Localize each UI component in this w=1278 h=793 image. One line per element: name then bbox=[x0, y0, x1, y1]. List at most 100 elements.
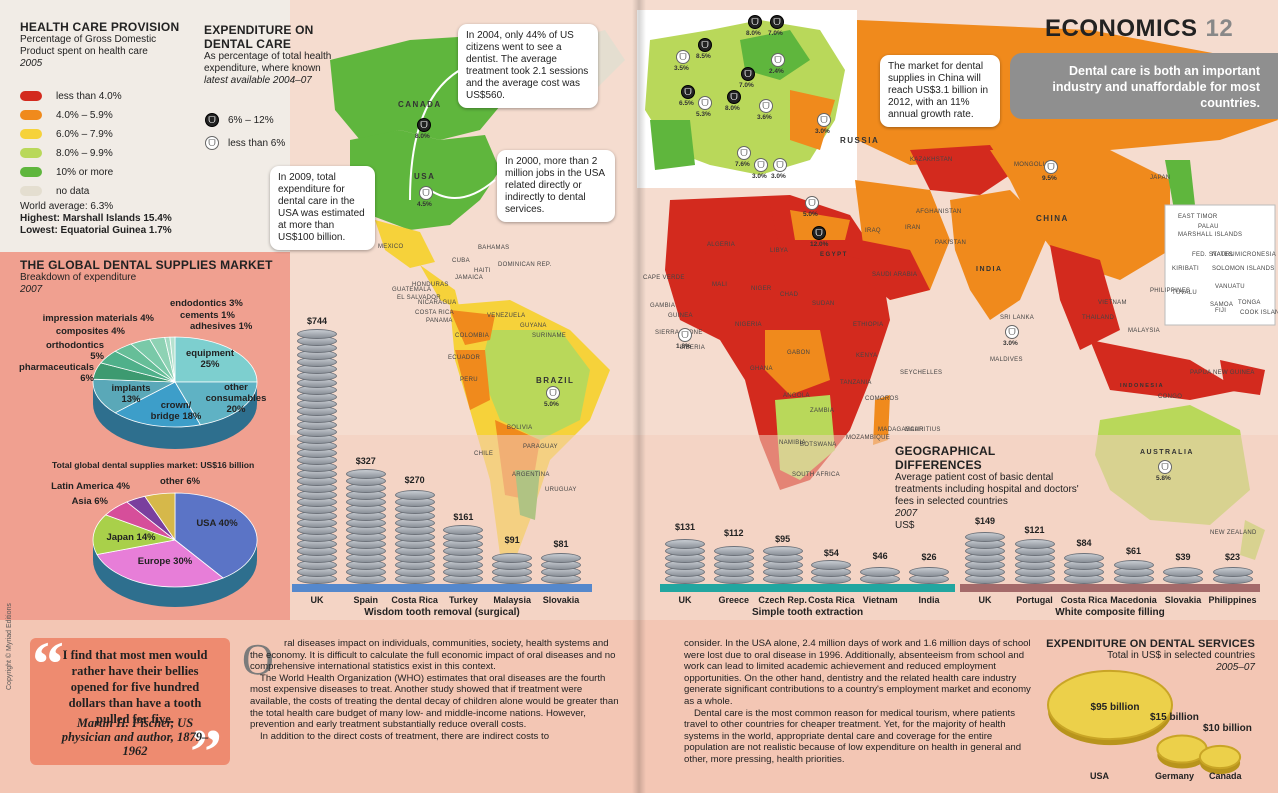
map-country-label: EL SALVADOR bbox=[397, 295, 441, 301]
map-country-label: BOTSWANA bbox=[800, 442, 837, 448]
map-country-label: VANUATU bbox=[1215, 284, 1245, 290]
chart-bar bbox=[1163, 566, 1203, 584]
map-country-label: SAUDI ARABIA bbox=[872, 272, 918, 278]
body-p5: Dental care is the most common reason fo… bbox=[684, 707, 1022, 765]
world-average: World average: 6.3% bbox=[20, 201, 114, 212]
coin bbox=[345, 469, 386, 479]
map-country-label: IRAQ bbox=[865, 228, 881, 234]
pie-slice bbox=[169, 336, 176, 383]
chart-category-label: Philippines bbox=[1208, 595, 1257, 605]
tooth-icon: ᗜ bbox=[727, 90, 741, 104]
chart-bar bbox=[297, 329, 337, 584]
pie-label: cements 1% bbox=[180, 310, 235, 321]
chart-value-label: $23 bbox=[1224, 552, 1241, 562]
map-country-label: KENYA bbox=[856, 353, 878, 359]
coin bbox=[965, 531, 1005, 542]
label-russia: RUSSIA bbox=[840, 136, 880, 145]
chart-bar bbox=[541, 552, 581, 584]
map-value: 4.5% bbox=[417, 201, 432, 208]
tooth-icon: ᗜ bbox=[812, 226, 826, 240]
callout-connectors bbox=[409, 69, 496, 201]
chart-value-label: $95 bbox=[775, 534, 791, 545]
tooth-icon: ᗜ bbox=[805, 196, 819, 210]
map-country-label: FED. STATES MICRONESIA bbox=[1192, 252, 1277, 258]
map-country-label: BOLIVIA bbox=[507, 425, 533, 431]
pie-label: adhesives 1% bbox=[190, 321, 253, 332]
map-country-label: NICARAGUA bbox=[418, 300, 457, 306]
legend-swatch bbox=[20, 110, 42, 120]
map-country-label: GAMBIA bbox=[650, 303, 676, 309]
map-country-label: COLOMBIA bbox=[455, 333, 490, 339]
drop-cap: O bbox=[242, 635, 274, 684]
label-australia: AUSTRALIA bbox=[1140, 449, 1194, 456]
chart-category-label: Greece bbox=[718, 595, 750, 605]
supplies-total: Total global dental supplies market: US$… bbox=[52, 460, 255, 470]
pie-slice bbox=[174, 336, 258, 383]
chart-value-label: $270 bbox=[404, 475, 425, 486]
pie-label: pharmaceuticals 6% bbox=[19, 362, 94, 384]
map-country-label: NEW ZEALAND bbox=[1210, 530, 1257, 536]
pie-label: impression materials 4% bbox=[42, 313, 154, 324]
map-country-label: ZAMBIA bbox=[810, 408, 835, 414]
chart-category-label: Slovakia bbox=[542, 595, 580, 605]
coin bbox=[1113, 559, 1154, 570]
tooth-icon: ᗜ bbox=[741, 67, 755, 81]
body-column-1: ral diseases impact on individuals, comm… bbox=[250, 638, 622, 742]
chart-value-label: $327 bbox=[355, 456, 376, 467]
pie-label: other 6% bbox=[160, 476, 201, 487]
geo-subtitle: Average patient cost of basic dental tre… bbox=[895, 472, 1079, 507]
map-country-label: SURINAME bbox=[532, 333, 567, 339]
tooth-icon: ᗜ bbox=[546, 386, 560, 400]
legend-low-label: less than 6% bbox=[228, 138, 286, 149]
map-country-label: SOLOMON ISLANDS bbox=[1212, 266, 1275, 272]
map-indonesia bbox=[1090, 340, 1240, 400]
legend-label: 8.0% – 9.9% bbox=[56, 147, 113, 159]
map-country-label: MONGOLIA bbox=[1014, 162, 1049, 168]
map-country-label: NIGERIA bbox=[735, 322, 762, 328]
map-value: 3.0% bbox=[752, 173, 767, 180]
tooth-icon: ᗜ bbox=[698, 38, 712, 52]
copyright: Copyright © Myriad Editions bbox=[6, 603, 13, 690]
coin bbox=[541, 552, 581, 563]
chart-value-label: $39 bbox=[1175, 552, 1191, 562]
label-china: CHINA bbox=[1036, 214, 1069, 223]
geo-title: GEOGRAPHICAL DIFFERENCES bbox=[895, 444, 996, 472]
chart-value-label: $131 bbox=[674, 521, 696, 532]
map-country-label: TUVALU bbox=[1172, 290, 1198, 296]
coin bbox=[443, 525, 484, 535]
legend-label: 6.0% – 7.9% bbox=[56, 128, 113, 140]
quote-text: I find that most men would rather have t… bbox=[62, 648, 208, 726]
tooth-icon: ᗜ bbox=[737, 146, 751, 160]
supplies-regions-pie bbox=[92, 492, 258, 607]
tooth-icon: ᗜ bbox=[759, 99, 773, 113]
chart-category-label: Macedonia bbox=[1110, 595, 1157, 605]
tooth-icon: ᗜ bbox=[754, 158, 768, 172]
map-country-label: GUINEA bbox=[668, 313, 693, 319]
tooth-icon: ᗜ bbox=[417, 118, 431, 132]
map-country-label: TONGA bbox=[1238, 300, 1261, 306]
tooth-icon: ᗜ bbox=[1005, 325, 1019, 339]
map-value: 5.3% bbox=[696, 111, 711, 118]
pie-slice bbox=[92, 378, 177, 414]
map-country-label: PAPUA NEW GUINEA bbox=[1190, 370, 1255, 376]
supplies-title: THE GLOBAL DENTAL SUPPLIES MARKET bbox=[20, 258, 273, 272]
map-country-label: FIJI bbox=[1215, 308, 1227, 314]
map-value: 5.0% bbox=[803, 211, 818, 218]
map-country-label: PAKISTAN bbox=[935, 240, 967, 246]
map-value: 7.6% bbox=[735, 161, 750, 168]
tooth-icon: ᗜ bbox=[773, 158, 787, 172]
services-title: EXPENDITURE ON DENTAL SERVICES bbox=[1046, 638, 1255, 650]
map-country-label: SAMOA bbox=[1210, 302, 1234, 308]
map-country-label: PERU bbox=[460, 377, 478, 383]
body-column-2: consider. In the USA alone, 2.4 million … bbox=[684, 638, 1034, 766]
chart-value-label: $91 bbox=[504, 535, 520, 546]
map-country-label: SEYCHELLES bbox=[900, 370, 943, 376]
section-title: ECONOMICS 12 bbox=[1045, 15, 1233, 43]
pie-label: Asia 6% bbox=[71, 496, 108, 507]
map-country-label: HAITI bbox=[474, 268, 491, 274]
supplies-header: THE GLOBAL DENTAL SUPPLIES MARKET Breakd… bbox=[20, 258, 280, 296]
legend-label: 4.0% – 5.9% bbox=[56, 109, 113, 121]
expenditure-note: latest available 2004–07 bbox=[204, 75, 312, 86]
callout-us-2009: In 2009, total expenditure for dental ca… bbox=[270, 166, 375, 250]
map-country-label: PALAU bbox=[1198, 224, 1219, 230]
